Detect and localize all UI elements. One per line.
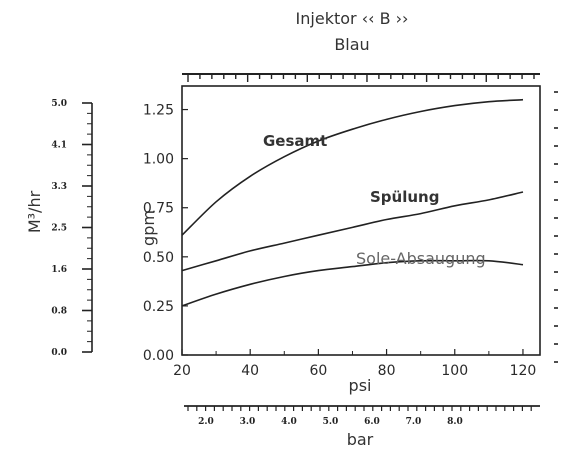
- secondary-y-axis-label: M³/hr: [25, 190, 44, 233]
- x-tick-label: 80: [378, 363, 396, 379]
- secondary-y-tick-label: 5.0: [51, 99, 67, 109]
- frame-layer: [181, 73, 558, 363]
- secondary-x-tick-label: 4.0: [281, 417, 297, 427]
- x-tick-label: 120: [510, 363, 537, 379]
- series-label-gesamt: Gesamt: [263, 132, 327, 150]
- chart-title: Injektor ‹‹ B ››: [296, 9, 409, 28]
- x-tick-label: 100: [441, 363, 468, 379]
- y-tick-layer: 0.00 0.25 0.50 0.75 1.00 1.25: [143, 103, 188, 364]
- secondary-x-axis-label: bar: [347, 430, 374, 449]
- secondary-y-tick-label: 1.6: [51, 265, 67, 275]
- y-tick-label: 0.25: [143, 299, 174, 315]
- secondary-x-tick-label: 2.0: [198, 417, 214, 427]
- series-label-sole-absaugung: Sole-Absaugung: [356, 249, 486, 268]
- x-tick-label: 60: [309, 363, 327, 379]
- y-axis-label: gpm: [139, 210, 158, 246]
- secondary-x-tick-label: 3.0: [240, 417, 256, 427]
- series-label-layer: Gesamt Spülung Sole-Absaugung: [263, 132, 486, 268]
- secondary-y-tick-label: 0.0: [51, 348, 67, 358]
- series-line-sole-absaugung: [181, 259, 524, 307]
- y-tick-label: 0.00: [143, 348, 174, 364]
- x-tick-label: 40: [241, 363, 259, 379]
- secondary-y-tick-label: 2.5: [51, 224, 67, 234]
- x-axis-label: psi: [349, 376, 372, 395]
- y-tick-label: 0.50: [143, 250, 174, 266]
- chart-subtitle: Blau: [334, 35, 369, 54]
- series-line-sp-lung: [181, 191, 524, 272]
- x-tick-layer: 20 40 60 80 100 120: [173, 349, 536, 379]
- y-tick-label: 1.25: [143, 103, 174, 119]
- series-line-gesamt: [181, 98, 524, 236]
- plot-frame: [181, 85, 541, 356]
- secondary-x-tick-label: 6.0: [364, 417, 380, 427]
- series-layer: [181, 98, 524, 307]
- series-label-sp-lung: Spülung: [370, 188, 439, 206]
- secondary-x-tick-label: 7.0: [406, 417, 422, 427]
- secondary-y-tick-label: 3.3: [51, 182, 67, 192]
- secondary-axis-layer: 5.0 4.1 3.3 2.5 1.6 0.8 0.0 2.0 3.0 4.0 5.0 6.0 7.0 8…: [51, 99, 540, 427]
- x-tick-label: 20: [173, 363, 191, 379]
- y-tick-label: 0.75: [143, 201, 174, 217]
- secondary-y-tick-label: 4.1: [51, 141, 67, 151]
- y-tick-label: 1.00: [143, 152, 174, 168]
- secondary-x-tick-label: 5.0: [323, 417, 339, 427]
- secondary-y-tick-label: 0.8: [51, 307, 67, 317]
- secondary-x-tick-label: 8.0: [447, 417, 463, 427]
